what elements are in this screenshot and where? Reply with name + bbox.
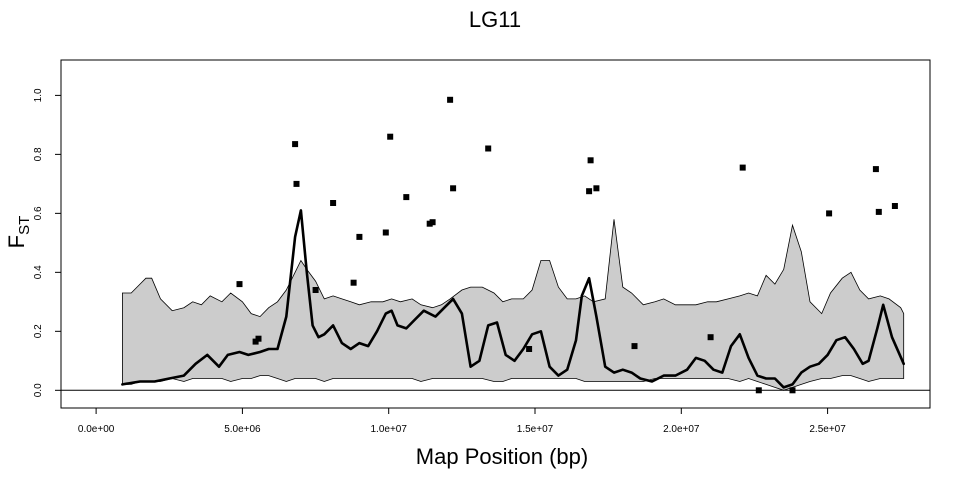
data-point	[236, 281, 243, 288]
data-point	[356, 233, 363, 240]
x-tick-label: 1.5e+07	[517, 424, 554, 435]
data-point	[872, 166, 879, 173]
data-point	[330, 200, 337, 206]
data-point	[891, 203, 898, 209]
x-tick-label: 1.0e+07	[370, 424, 407, 435]
y-tick-label: 1.0	[33, 88, 44, 102]
data-point	[755, 387, 762, 394]
x-tick-label: 2.0e+07	[663, 424, 700, 435]
data-point	[429, 219, 436, 226]
smoothed-fst-line	[121, 209, 905, 389]
y-tick-label: 0.6	[33, 206, 44, 220]
data-point	[593, 185, 600, 192]
x-axis-label: Map Position (bp)	[416, 444, 588, 469]
data-point	[875, 208, 882, 215]
data-point	[485, 145, 492, 152]
data-point	[707, 334, 714, 341]
y-tick-label: 0.2	[33, 324, 44, 338]
data-point	[350, 279, 357, 286]
y-axis-label-main: F	[4, 235, 29, 248]
data-point	[789, 387, 796, 394]
data-point	[586, 188, 593, 195]
data-point	[826, 210, 833, 217]
y-tick-label: 0.0	[33, 383, 44, 397]
data-point	[450, 185, 457, 192]
axes: 0.0e+00 5.0e+06 1.0e+07 1.5e+07 2.0e+07 2.5e+…	[33, 88, 846, 435]
data-point	[292, 141, 299, 148]
x-tick-label: 2.5e+07	[809, 424, 846, 435]
y-tick-label: 0.4	[33, 265, 44, 279]
data-point	[387, 133, 394, 140]
data-point	[312, 287, 319, 293]
plot-area	[61, 96, 930, 394]
y-tick-label: 0.8	[33, 147, 44, 161]
data-point	[631, 343, 638, 350]
data-point	[587, 157, 594, 164]
x-tick-label: 5.0e+06	[224, 424, 261, 435]
data-point	[526, 346, 533, 352]
data-point	[447, 96, 454, 103]
data-point	[382, 229, 389, 236]
data-point	[739, 164, 746, 171]
data-point	[293, 180, 300, 187]
confidence-band	[122, 219, 905, 391]
y-axis-label: FST	[4, 216, 33, 249]
chart-title: LG11	[469, 7, 521, 32]
x-tick-label: 0.0e+00	[78, 424, 115, 435]
data-point	[403, 194, 410, 201]
plot-border	[60, 59, 931, 409]
data-point	[255, 335, 262, 342]
y-axis-label-subscript: ST	[16, 216, 33, 235]
